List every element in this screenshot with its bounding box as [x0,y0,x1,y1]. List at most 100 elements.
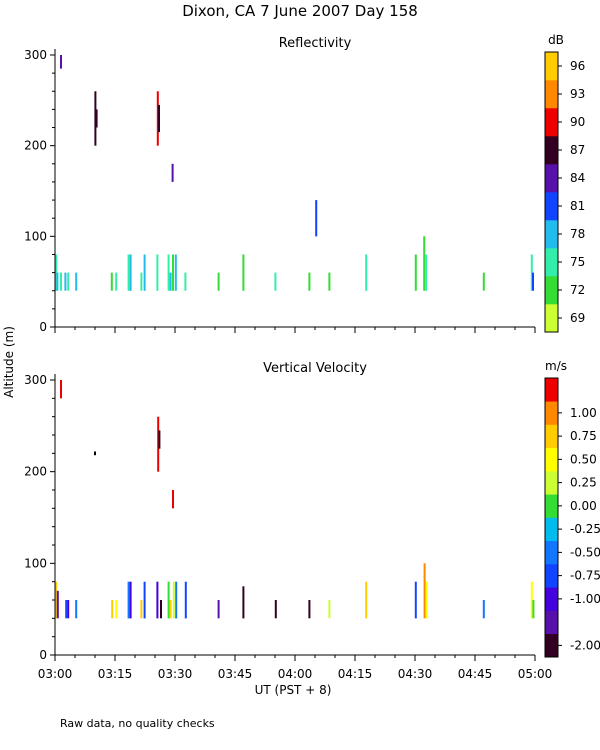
colorbar-label: -0.50 [570,545,600,559]
colorbar-frame [544,377,559,658]
y-tick-label: 100 [24,556,47,570]
data-segment [156,581,159,619]
data-segment [156,91,159,146]
colorbar-label: 0.75 [570,429,597,443]
data-segment [242,254,245,291]
colorbar-swatch [545,276,558,305]
data-segment [274,600,277,619]
x-tick-label: 03:15 [98,667,133,681]
data-segment [328,600,331,619]
colorbar-label: 90 [570,115,585,129]
data-segment [172,581,175,619]
colorbar-swatch [545,633,558,658]
data-segment [315,200,318,237]
data-segment [60,272,62,291]
data-segment [140,272,143,291]
data-segment [532,272,534,291]
data-segment [308,272,311,291]
colorbar-unit: m/s [545,359,567,373]
data-segment [127,581,130,619]
data-segment [530,581,533,619]
colorbar-label: 84 [570,171,585,185]
colorbar-label: 81 [570,199,585,213]
colorbar-label: 72 [570,283,585,297]
x-tick-label: 05:00 [518,667,553,681]
data-segment [532,600,535,619]
data-segment [75,600,78,619]
colorbar-label: 0.25 [570,476,597,490]
data-segment [308,600,311,619]
colorbar-swatch [545,587,558,611]
colorbar-swatch [545,471,558,495]
colorbar-label: -0.75 [570,569,600,583]
x-tick-label: 03:45 [218,667,253,681]
data-segment [167,254,170,291]
colorbar-swatch [545,164,558,193]
colorbar-label: 75 [570,255,585,269]
y-tick-label: 200 [24,465,47,479]
data-segment [482,272,485,291]
data-segment [242,586,245,619]
data-segment [530,254,533,291]
colorbar-label: 96 [570,59,585,73]
colorbar-swatch [545,304,558,333]
vertical-velocity-panel: Vertical Velocity 0 100 200 300 03:00 03:15 03:… [24,359,600,681]
data-segment [167,581,170,619]
colorbar-swatch [545,248,558,277]
data-segment [274,272,277,291]
data-segment [115,600,118,619]
data-segment [425,254,428,291]
y-tick-label: 200 [24,139,47,153]
colorbar-swatch [545,494,558,518]
data-segment [67,272,70,291]
x-tick-label: 04:15 [338,667,373,681]
y-tick-label: 300 [24,373,47,387]
data-segment [425,581,428,619]
data-segment [55,581,58,619]
colorbar-swatch [545,540,558,565]
colorbar-label: -2.00 [570,638,600,652]
colorbar-frame [544,51,559,333]
data-segment [158,104,160,133]
x-tick-label: 04:00 [278,667,313,681]
data-segment [140,600,143,619]
data-segment [143,581,146,619]
colorbar-swatch [545,564,558,588]
y-tick-label: 100 [24,229,47,243]
colorbar-label: 69 [570,311,585,325]
data-segment [172,490,174,509]
colorbar-swatch [545,610,558,635]
data-segment [171,163,174,182]
data-segment [75,272,78,291]
y-axis-label: Altitude (m) [2,326,16,398]
data-segment [156,254,159,291]
colorbar-label: 87 [570,143,585,157]
panel-title: Reflectivity [279,36,352,51]
data-segment [169,272,172,291]
colorbar-label: -0.25 [570,522,600,536]
data-segment [169,600,172,619]
colorbar-swatch [545,220,558,249]
data-segment [160,600,162,619]
data-segment [110,272,113,291]
colorbar-swatch [545,136,558,165]
data-segment [414,581,417,619]
data-segment [65,600,68,619]
x-tick-label: 04:45 [458,667,493,681]
data-segment [217,600,220,619]
x-axis-label: UT (PST + 8) [255,683,332,697]
data-segment [115,272,118,291]
y-tick-label: 300 [24,48,47,62]
data-segment [365,581,368,619]
colorbar-label: 78 [570,227,585,241]
colorbar-swatch [545,401,558,425]
data-segment [414,254,417,291]
colorbar-swatch [545,52,558,81]
data-segment [184,581,187,619]
y-tick-label: 0 [39,648,47,662]
footnote: Raw data, no quality checks [60,717,215,730]
data-segment [157,416,160,472]
data-segment [94,451,96,456]
reflectivity-panel: Reflectivity 0 100 200 300 dB 69 72 75 78 81 84 87 90… [24,33,585,334]
data-segment [423,563,426,619]
